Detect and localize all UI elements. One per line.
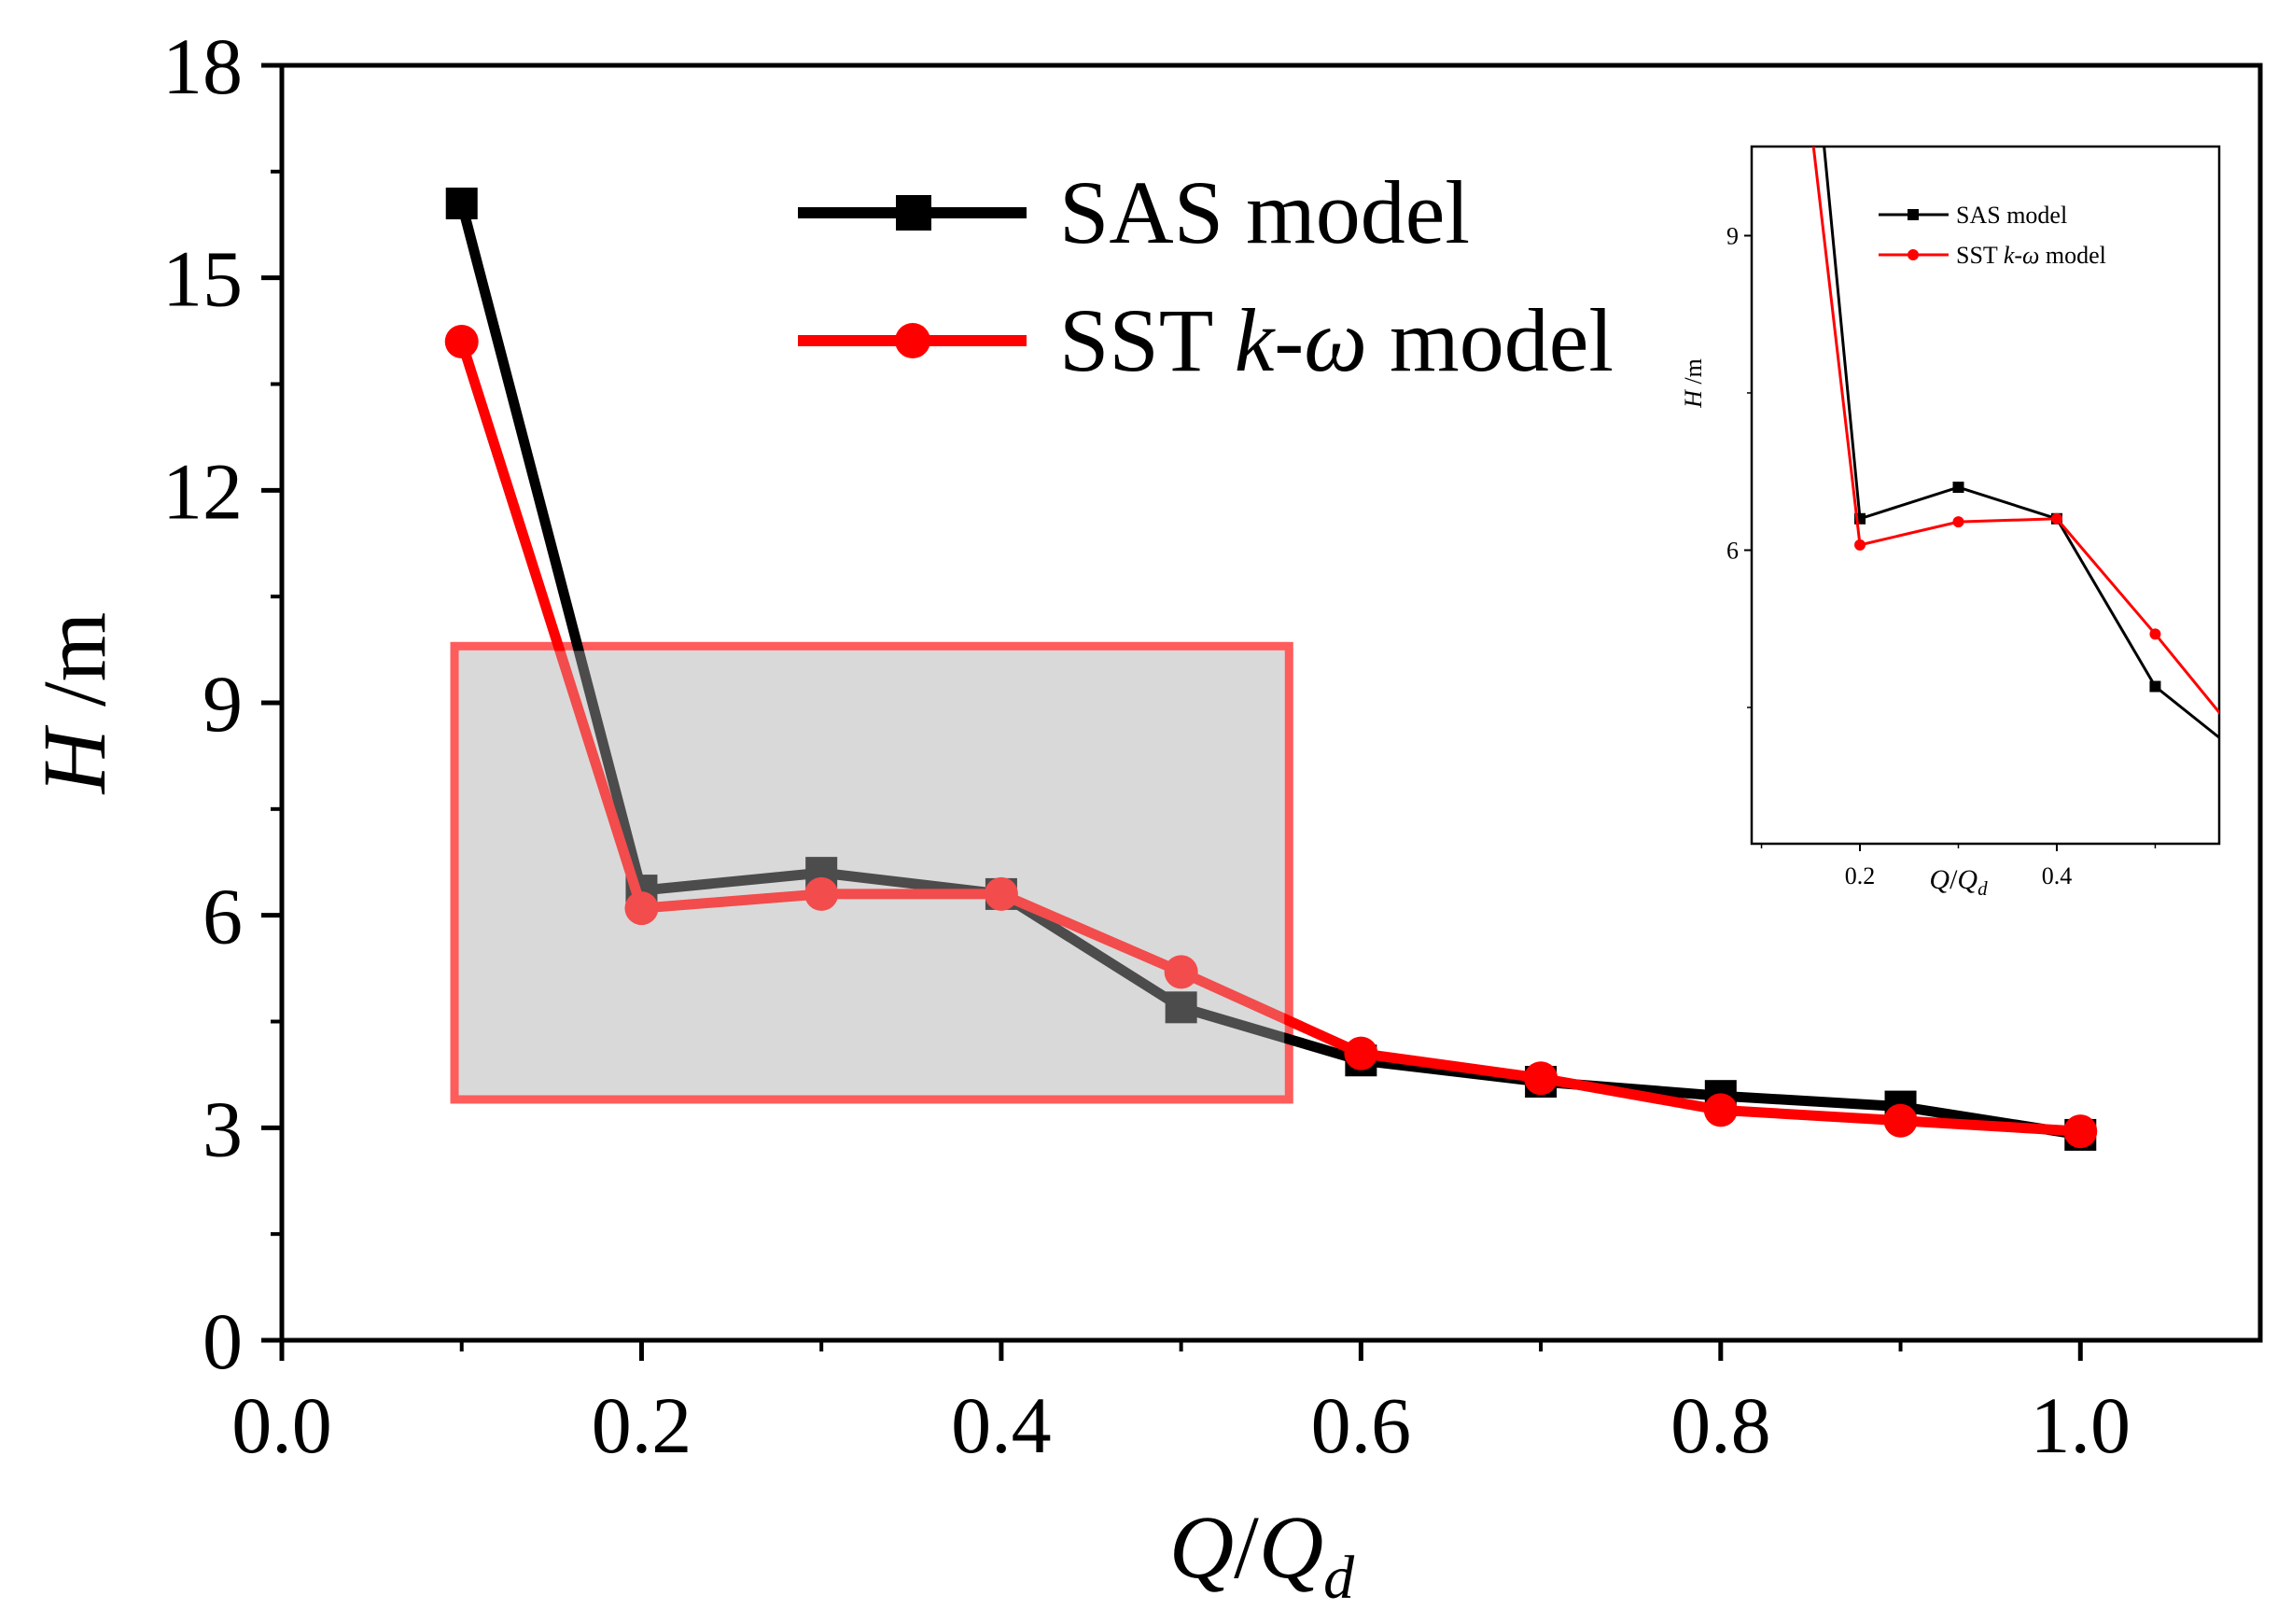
series-line xyxy=(456,340,2081,1137)
data-point xyxy=(804,876,839,911)
x-tick-label: 0.2 xyxy=(592,1380,692,1470)
x-label-q: Q xyxy=(1169,1497,1234,1597)
x-axis-label: Q/Qd xyxy=(1169,1497,1355,1612)
inset-legend: SAS model SST k-ω model xyxy=(1879,202,2106,269)
legend: SAS model SST k-ω model xyxy=(798,162,1614,390)
inset-y-tick-label: 9 xyxy=(1726,222,1739,249)
y-label-unit: /m xyxy=(24,612,124,729)
legend-marker xyxy=(896,195,931,231)
inset-legend-text: SAS model xyxy=(1956,202,2067,229)
inset-series-line xyxy=(1823,147,2219,740)
data-point xyxy=(624,891,659,926)
inset-x-label-qd: Q xyxy=(1957,864,1978,895)
data-point xyxy=(984,876,1018,911)
data-point xyxy=(1703,1093,1738,1127)
inset-data-point xyxy=(2248,760,2259,771)
legend-label: SST k-ω model xyxy=(1059,290,1614,390)
inset-y-label-unit: /m xyxy=(1680,358,1707,390)
legend-text: SAS model xyxy=(1059,162,1470,262)
inset-legend-text-post: model xyxy=(2039,242,2106,269)
x-tick-label: 0.0 xyxy=(231,1380,332,1470)
legend-text-post: model xyxy=(1367,290,1614,390)
inset-x-label-q: Q xyxy=(1929,864,1950,895)
inset-x-axis-label: Q/Qd xyxy=(1929,864,1988,900)
y-tick-label: 18 xyxy=(162,21,243,111)
data-point xyxy=(1883,1103,1918,1138)
x-label-sub: d xyxy=(1323,1544,1355,1612)
inset-legend-label: SAS model xyxy=(1956,202,2067,229)
inset-x-tick-label: 0.2 xyxy=(1845,862,1876,889)
x-tick-label: 0.8 xyxy=(1670,1380,1771,1470)
x-label-sep: / xyxy=(1234,1497,1259,1597)
y-tick-label: 6 xyxy=(203,872,243,961)
y-tick-label: 15 xyxy=(162,234,243,324)
x-tick-label: 0.6 xyxy=(1311,1380,1412,1470)
data-point xyxy=(1164,955,1198,989)
inset-y-label-h: H xyxy=(1680,389,1707,409)
x-tick-label: 1.0 xyxy=(2031,1380,2131,1470)
legend-text-pre: SST xyxy=(1059,290,1235,390)
inset-series-sst xyxy=(1811,147,2259,761)
series-sst xyxy=(444,324,2098,1149)
y-tick-label: 3 xyxy=(203,1084,243,1173)
legend-text-italic: k-ω xyxy=(1235,290,1367,390)
inset-legend-text-italic: k-ω xyxy=(2004,242,2040,269)
x-tick-label: 0.4 xyxy=(951,1380,1052,1470)
inset-legend-label: SST k-ω model xyxy=(1956,242,2106,269)
inset-y-tick-label: 6 xyxy=(1726,537,1739,564)
inset-x-label-sep: / xyxy=(1950,864,1958,895)
data-point xyxy=(1524,1061,1558,1096)
y-tick-label: 0 xyxy=(203,1296,243,1386)
y-label-h: H xyxy=(24,724,124,795)
inset-legend-marker xyxy=(1908,209,1919,220)
inset-data-point xyxy=(1952,516,1964,528)
inset-data-point xyxy=(2149,628,2161,640)
inset-data xyxy=(1811,147,2259,771)
y-axis-label: H /m xyxy=(24,612,124,796)
highlight-overlay xyxy=(459,651,1285,1095)
data-point xyxy=(1165,991,1197,1024)
inset-data-point xyxy=(2149,680,2161,693)
inset-series-sas xyxy=(1823,147,2259,771)
y-tick-label: 12 xyxy=(162,446,243,536)
inset-legend-text-pre: SST xyxy=(1956,242,2004,269)
data-point xyxy=(1344,1036,1378,1071)
inset-plot: 6 9 0.2 0.4 Q/Qd H /m SAS model SST k-ω model xyxy=(1680,145,2259,900)
inset-series-line xyxy=(1811,147,2219,715)
inset-x-label-sub: d xyxy=(1978,877,1988,900)
series-line xyxy=(456,202,2082,1141)
x-label-qd: Q xyxy=(1259,1497,1323,1597)
data-point xyxy=(2063,1114,2098,1149)
inset-data-point xyxy=(1952,482,1964,494)
inset-data-point xyxy=(2248,749,2259,761)
inset-x-tick-label: 0.4 xyxy=(2042,862,2073,889)
data-point xyxy=(444,324,479,358)
inset-y-axis-label: H /m xyxy=(1680,358,1707,409)
inset-data-point xyxy=(1854,539,1866,551)
inset-data-point xyxy=(2050,512,2062,525)
legend-marker xyxy=(895,323,930,358)
data-point xyxy=(445,187,478,219)
inset-legend-marker xyxy=(1908,249,1919,260)
y-tick-label: 9 xyxy=(203,659,243,749)
legend-label: SAS model xyxy=(1059,162,1470,262)
